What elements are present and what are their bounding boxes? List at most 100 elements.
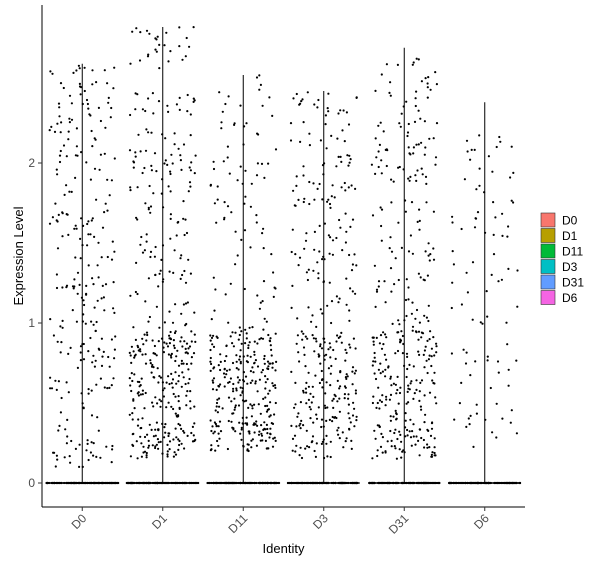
data-point bbox=[59, 351, 62, 354]
data-point bbox=[426, 274, 429, 277]
data-point bbox=[154, 428, 157, 431]
legend-swatch-d6 bbox=[540, 290, 556, 305]
data-point bbox=[174, 303, 177, 306]
data-point bbox=[411, 430, 414, 433]
data-point bbox=[476, 211, 480, 214]
data-point bbox=[61, 319, 64, 322]
data-point bbox=[152, 112, 155, 115]
data-point bbox=[411, 301, 414, 304]
data-point bbox=[133, 356, 136, 359]
data-point bbox=[374, 137, 377, 140]
data-point bbox=[389, 415, 392, 418]
data-point bbox=[154, 273, 157, 277]
data-point bbox=[152, 435, 155, 438]
data-point bbox=[55, 454, 59, 457]
data-point bbox=[133, 373, 136, 376]
violin-group-d1 bbox=[125, 26, 200, 485]
data-point bbox=[139, 393, 142, 396]
data-point bbox=[71, 309, 74, 312]
data-point bbox=[139, 427, 142, 430]
data-point bbox=[65, 442, 68, 445]
data-point bbox=[68, 190, 71, 193]
data-point bbox=[193, 311, 196, 314]
data-point bbox=[57, 213, 60, 216]
data-point bbox=[165, 381, 168, 384]
data-point bbox=[129, 62, 132, 65]
data-point bbox=[87, 107, 90, 110]
data-point bbox=[113, 348, 116, 351]
data-point bbox=[264, 396, 267, 399]
data-point bbox=[408, 430, 411, 433]
data-point bbox=[414, 443, 417, 446]
data-point bbox=[299, 140, 302, 143]
data-point bbox=[467, 417, 470, 420]
data-point bbox=[250, 415, 253, 418]
data-point bbox=[209, 334, 212, 337]
data-point bbox=[178, 96, 181, 99]
data-point bbox=[265, 320, 268, 323]
data-point bbox=[190, 330, 193, 333]
data-point bbox=[212, 276, 215, 279]
data-point bbox=[510, 409, 513, 412]
data-point bbox=[243, 287, 246, 291]
data-point bbox=[473, 148, 476, 151]
data-point bbox=[163, 341, 166, 344]
data-point bbox=[166, 453, 169, 456]
data-point bbox=[60, 341, 63, 344]
data-point bbox=[184, 281, 188, 284]
data-point bbox=[177, 380, 180, 383]
data-point bbox=[451, 281, 454, 284]
data-point bbox=[376, 449, 379, 452]
data-point bbox=[400, 246, 403, 249]
data-point bbox=[339, 385, 342, 388]
data-point bbox=[273, 436, 276, 439]
data-point bbox=[341, 129, 344, 132]
data-point bbox=[302, 346, 306, 349]
data-point bbox=[256, 162, 259, 165]
data-point bbox=[52, 451, 55, 454]
data-point bbox=[294, 403, 297, 406]
data-point bbox=[240, 342, 243, 345]
data-point bbox=[182, 429, 185, 433]
data-point bbox=[341, 481, 345, 485]
data-point bbox=[180, 168, 183, 171]
data-point bbox=[72, 481, 75, 485]
data-point bbox=[323, 162, 326, 165]
data-point bbox=[415, 388, 418, 391]
data-point bbox=[430, 453, 433, 456]
data-point bbox=[417, 272, 420, 275]
data-point bbox=[183, 233, 186, 237]
data-point bbox=[144, 300, 147, 303]
data-point bbox=[311, 435, 315, 438]
data-point bbox=[328, 202, 332, 206]
data-point bbox=[406, 134, 409, 138]
data-point bbox=[46, 481, 49, 485]
data-point bbox=[239, 349, 242, 352]
data-point bbox=[347, 397, 350, 400]
data-point bbox=[239, 432, 242, 435]
data-point bbox=[320, 347, 324, 350]
data-point bbox=[186, 390, 189, 393]
data-point bbox=[394, 428, 397, 431]
data-point bbox=[426, 339, 429, 342]
data-point bbox=[329, 440, 332, 443]
data-point bbox=[157, 447, 160, 450]
data-point bbox=[337, 426, 340, 429]
data-point bbox=[326, 200, 329, 203]
data-point bbox=[266, 404, 269, 407]
data-point bbox=[68, 94, 72, 97]
data-point bbox=[227, 381, 230, 384]
data-point bbox=[495, 436, 498, 439]
data-point bbox=[299, 102, 302, 105]
data-point bbox=[225, 369, 229, 372]
data-point bbox=[377, 285, 380, 288]
data-point bbox=[417, 350, 420, 353]
data-point bbox=[222, 160, 225, 163]
data-point bbox=[339, 481, 342, 485]
data-point bbox=[340, 186, 343, 189]
data-point bbox=[77, 64, 80, 67]
data-point bbox=[403, 319, 406, 322]
data-point bbox=[48, 129, 51, 132]
data-point bbox=[271, 366, 274, 369]
data-point bbox=[371, 401, 374, 405]
